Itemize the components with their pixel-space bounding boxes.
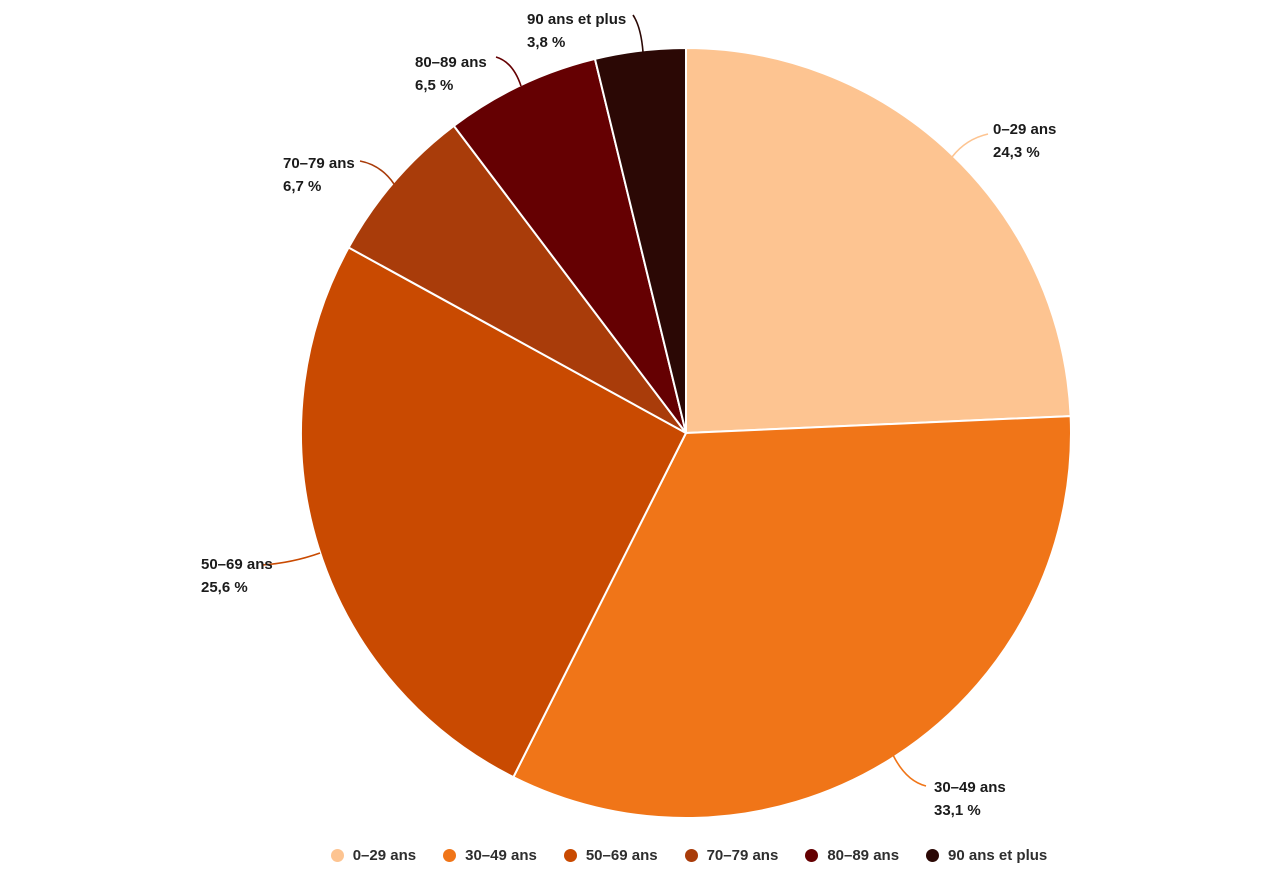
slice-label-value: 6,7 % bbox=[283, 178, 322, 195]
legend-label: 90 ans et plus bbox=[948, 847, 1048, 864]
legend-dot-icon bbox=[330, 849, 344, 862]
slice-label-value: 25,6 % bbox=[201, 579, 248, 596]
legend-dot-icon bbox=[443, 849, 457, 862]
legend-item-30-49[interactable]: 30–49 ans bbox=[443, 847, 537, 864]
legend-label: 50–69 ans bbox=[585, 847, 658, 864]
pie-slice-1[interactable] bbox=[512, 415, 1073, 820]
slice-label-30-49: 30–49 ans 33,1 % bbox=[934, 776, 1006, 822]
leader-line-3 bbox=[359, 160, 395, 185]
legend-label: 30–49 ans bbox=[465, 847, 537, 864]
legend-dot-icon bbox=[563, 849, 577, 862]
slice-label-80-89: 80–89 ans 6,5 % bbox=[415, 51, 487, 97]
leader-line-1 bbox=[892, 754, 927, 787]
legend-item-0-29[interactable]: 0–29 ans bbox=[330, 847, 417, 864]
legend-label: 70–79 ans bbox=[706, 847, 779, 864]
leader-line-2 bbox=[261, 552, 321, 566]
legend-dot-icon bbox=[926, 849, 940, 862]
slice-label-name: 80–89 ans bbox=[415, 54, 487, 71]
slice-label-90-plus: 90 ans et plus 3,8 % bbox=[527, 8, 626, 54]
chart-legend: 0–29 ans 30–49 ans 50–69 ans 70–79 ans 8… bbox=[49, 847, 1280, 864]
slice-label-name: 0–29 ans bbox=[993, 121, 1057, 138]
slice-label-value: 24,3 % bbox=[993, 144, 1040, 161]
slice-label-name: 70–79 ans bbox=[283, 155, 355, 172]
legend-item-70-79[interactable]: 70–79 ans bbox=[684, 847, 779, 864]
slice-label-value: 6,5 % bbox=[415, 77, 454, 94]
legend-label: 0–29 ans bbox=[352, 847, 417, 864]
slice-label-70-79: 70–79 ans 6,7 % bbox=[283, 152, 355, 198]
slice-label-value: 33,1 % bbox=[934, 802, 981, 819]
slice-label-name: 30–49 ans bbox=[934, 779, 1006, 796]
legend-item-80-89[interactable]: 80–89 ans bbox=[805, 847, 899, 864]
pie-slice-0[interactable] bbox=[685, 47, 1072, 434]
leader-line-5 bbox=[632, 14, 644, 53]
slice-label-name: 50–69 ans bbox=[201, 556, 273, 573]
slice-label-50-69: 50–69 ans 25,6 % bbox=[201, 553, 273, 599]
legend-dot-icon bbox=[805, 849, 819, 862]
slice-label-name: 90 ans et plus bbox=[527, 11, 627, 28]
slice-label-0-29: 0–29 ans 24,3 % bbox=[993, 118, 1056, 164]
pie-slice-3[interactable] bbox=[347, 124, 687, 434]
leader-line-4 bbox=[495, 56, 522, 87]
pie-slice-5[interactable] bbox=[593, 47, 687, 434]
legend-label: 80–89 ans bbox=[827, 847, 900, 864]
legend-item-90-plus[interactable]: 90 ans et plus bbox=[926, 847, 1047, 864]
slice-label-value: 3,8 % bbox=[527, 34, 566, 51]
legend-dot-icon bbox=[684, 849, 698, 862]
legend-item-50-69[interactable]: 50–69 ans bbox=[563, 847, 658, 864]
pie-slice-2[interactable] bbox=[300, 246, 687, 779]
leader-line-0 bbox=[951, 133, 989, 158]
